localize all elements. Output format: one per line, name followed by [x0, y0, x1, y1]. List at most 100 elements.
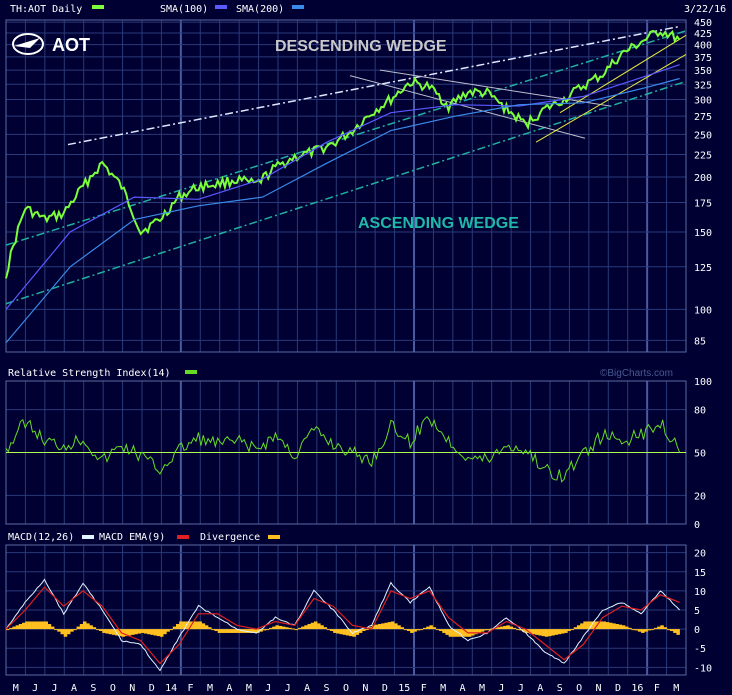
divergence-bar: [269, 627, 273, 630]
macd-ema-legend-swatch: [177, 535, 189, 539]
divergence-bar: [621, 625, 626, 630]
divergence-bar: [406, 629, 411, 632]
x-tick-label: A: [537, 683, 543, 694]
sma200-legend-swatch: [292, 5, 304, 9]
divergence-bar: [92, 627, 97, 630]
x-tick-label: S: [90, 683, 96, 694]
divergence-bar: [650, 629, 655, 631]
divergence-title: Divergence: [200, 532, 260, 543]
divergence-bar: [323, 627, 328, 630]
divergence-bar: [288, 627, 292, 630]
divergence-bar: [422, 627, 427, 630]
divergence-legend-swatch: [268, 535, 280, 539]
divergence-bar: [346, 629, 350, 636]
divergence-bar: [669, 629, 674, 632]
divergence-bar: [544, 629, 549, 637]
divergence-bar: [342, 629, 347, 635]
divergence-bar: [63, 629, 68, 637]
divergence-bar: [60, 629, 65, 635]
x-tick-label: A: [460, 683, 466, 694]
x-tick-label: N: [129, 683, 135, 694]
divergence-bar: [176, 624, 180, 630]
divergence-bar: [647, 629, 652, 631]
divergence-bar: [362, 629, 366, 632]
divergence-bar: [12, 626, 16, 630]
x-tick-label: J: [498, 683, 504, 694]
divergence-bar: [653, 627, 658, 630]
divergence-bar: [54, 629, 58, 631]
divergence-bar: [153, 629, 158, 636]
price-tick-label: 200: [694, 173, 712, 184]
divergence-bar: [82, 621, 87, 630]
macd-ema-title: MACD EMA(9): [99, 532, 165, 543]
price-legend-swatch: [92, 5, 104, 9]
divergence-bar: [31, 621, 36, 630]
divergence-bar: [660, 625, 664, 630]
divergence-bar: [378, 624, 382, 630]
x-tick-label: 14: [165, 683, 177, 694]
divergence-bar: [464, 629, 469, 637]
divergence-bar: [676, 629, 680, 635]
divergence-bar: [118, 629, 122, 637]
divergence-bar: [371, 625, 376, 630]
divergence-bar: [192, 621, 196, 630]
x-tick-label: M: [673, 683, 679, 694]
divergence-bar: [480, 629, 485, 632]
macd-tick-label: 10: [694, 587, 706, 598]
rsi-series-line: [5, 415, 681, 483]
divergence-bar: [9, 627, 13, 630]
divergence-bar: [179, 621, 183, 630]
rsi-legend-swatch: [185, 370, 197, 374]
x-tick-label: J: [265, 683, 271, 694]
x-tick-label: F: [421, 683, 427, 694]
macd-tick-label: 5: [694, 606, 700, 617]
divergence-bar: [285, 627, 289, 630]
divergence-bar: [246, 629, 251, 633]
x-tick-label: N: [362, 683, 368, 694]
divergence-bar: [86, 623, 90, 630]
x-tick-label: M: [440, 683, 446, 694]
divergence-bar: [397, 625, 401, 630]
aot-logo: AOT: [12, 33, 90, 55]
divergence-bar: [394, 623, 398, 630]
divergence-bar: [448, 629, 453, 637]
divergence-bar: [278, 625, 283, 630]
divergence-bar: [102, 629, 106, 633]
divergence-bar: [429, 625, 433, 630]
divergence-bar: [25, 621, 29, 630]
divergence-bar: [400, 627, 405, 630]
sma100-line: [5, 64, 680, 310]
divergence-bar: [339, 629, 344, 635]
divergence-bar: [28, 621, 32, 630]
x-tick-label: M: [479, 683, 485, 694]
divergence-bar: [368, 627, 372, 630]
price-tick-label: 450: [694, 18, 712, 29]
divergence-bar: [551, 629, 555, 636]
x-tick-label: F: [654, 683, 660, 694]
divergence-bar: [230, 629, 235, 633]
divergence-bar: [439, 629, 443, 632]
descending-wedge-label: DESCENDING WEDGE: [275, 38, 447, 55]
divergence-bar: [224, 629, 228, 633]
divergence-bar: [432, 627, 437, 630]
macd-title: MACD(12,26): [8, 532, 74, 543]
divergence-bar: [227, 629, 231, 633]
price-tick-label: 350: [694, 66, 712, 77]
sma100-legend-swatch: [215, 5, 227, 9]
logo-text: AOT: [52, 35, 90, 55]
ascending-wedge-upper: [559, 34, 687, 114]
divergence-bar: [262, 629, 267, 631]
divergence-bar: [442, 629, 446, 633]
price-series-line: [5, 29, 681, 279]
divergence-bar: [374, 624, 379, 630]
divergence-bar: [111, 629, 116, 635]
divergence-bar: [50, 626, 55, 630]
divergence-bar: [570, 629, 575, 631]
divergence-bar: [381, 623, 385, 630]
price-tick-label: 225: [694, 150, 712, 161]
divergence-bar: [281, 626, 286, 630]
x-tick-label: A: [71, 683, 77, 694]
x-tick-label: A: [226, 683, 232, 694]
divergence-bar: [410, 629, 414, 633]
